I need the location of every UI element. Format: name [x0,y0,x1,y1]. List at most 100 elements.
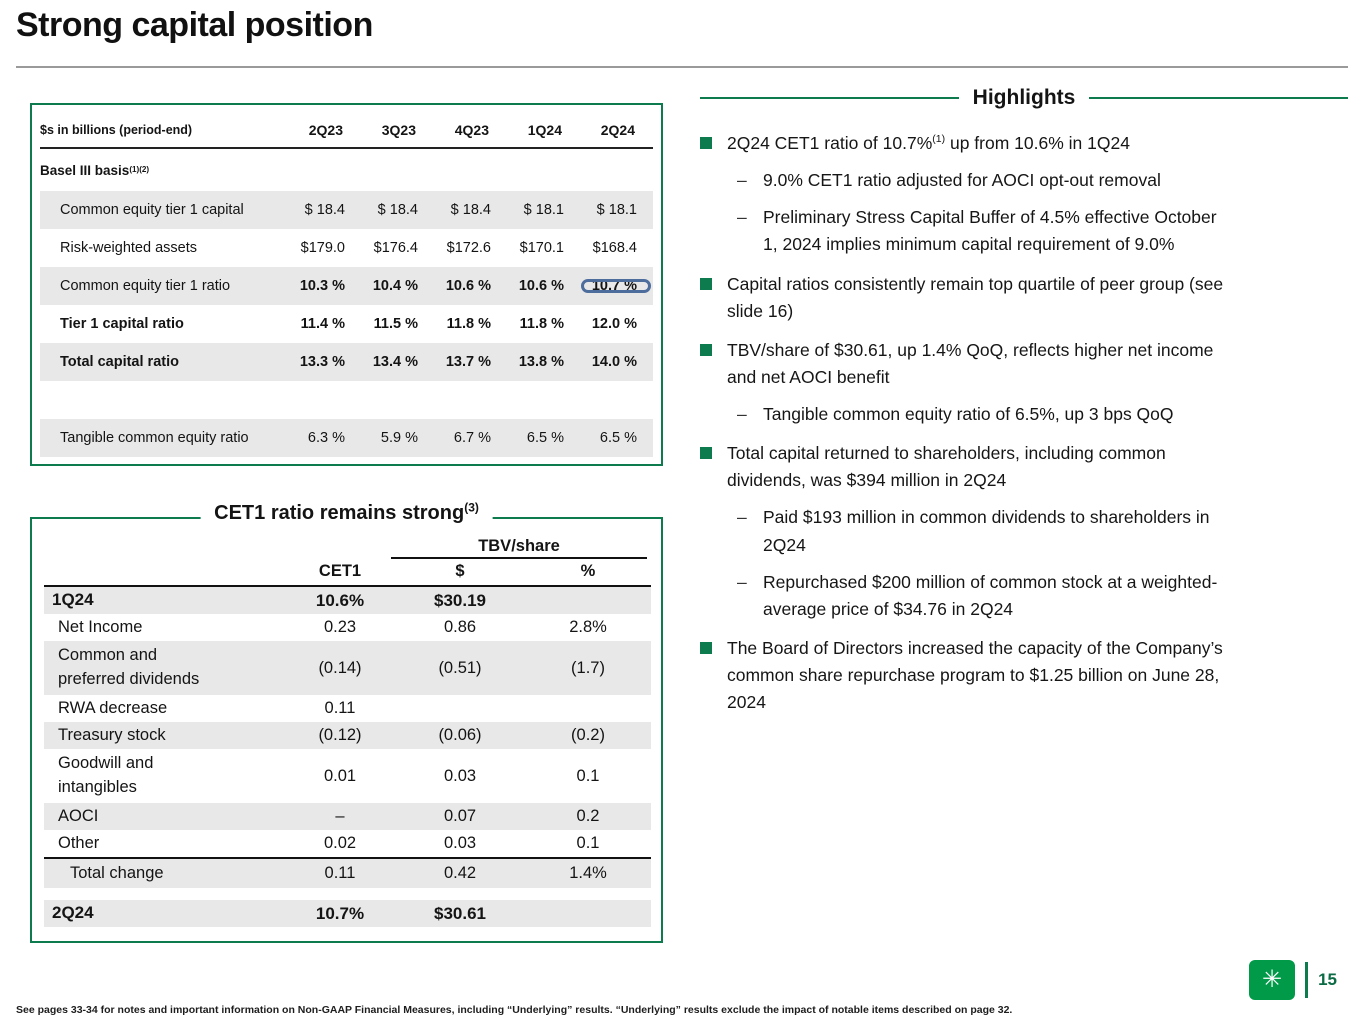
cell-value: 12.0 % [591,316,637,332]
highlights-section: Highlights 2Q24 CET1 ratio of 10.7%(1) u… [700,86,1348,716]
cell-value: 5.9 % [380,430,418,446]
cell-value: 2.8% [569,618,607,636]
cell-value: $170.1 [519,240,564,256]
cell-value: 0.11 [324,699,356,717]
table-row: Tangible common equity ratio 6.3 % 5.9 %… [40,419,653,457]
cell-value: 0.07 [443,807,477,825]
bullet-text: Total capital returned to shareholders, … [727,443,1166,491]
row-label: AOCI [58,806,99,825]
basel-label: Basel III basis [40,162,130,178]
table-row: RWA decrease 0.11 [44,695,651,722]
cell-value: 0.2 [576,807,600,825]
cell-value: (0.51) [438,658,482,677]
cell-value: $ 18.4 [304,202,345,218]
cell-value: 10.6 % [445,278,491,294]
bullet-text: The Board of Directors increased the cap… [727,637,1223,713]
cell-value: 6.7 % [453,430,491,446]
footnote-text: See pages 33-34 for notes and important … [16,1004,1013,1016]
table-row: Common equity tier 1 ratio 10.3 % 10.4 %… [40,267,653,305]
bullet-square-icon [700,447,712,460]
row-label: Other [58,833,100,852]
bullet-square-icon [700,277,712,290]
table-title: CET1 ratio remains strong(3) [200,501,493,525]
tbv-share-group-header: TBV/share [391,530,647,559]
cell-value: $176.4 [373,240,418,256]
cell-value: $ 18.1 [523,202,564,218]
bullet-square-icon [700,343,712,356]
cell-value: $30.61 [434,903,486,923]
bullet-square-icon [700,641,712,654]
row-label: Net Income [58,617,143,636]
dash-marker: – [737,404,747,424]
highlights-header: Highlights [700,86,1348,110]
cell-value: 10.6% [315,590,365,610]
cell-value: 10.3 % [299,278,345,294]
list-item: – Preliminary Stress Capital Buffer of 4… [700,204,1348,258]
table-row: Common equity tier 1 capital $ 18.4 $ 18… [40,191,653,229]
table-row-total: Total change 0.11 0.42 1.4% [44,857,651,888]
cell-value: $168.4 [592,240,637,256]
table-header-row: CET1 $ % [44,557,651,587]
cell-value: $30.19 [434,590,486,610]
bullet-text: Preliminary Stress Capital Buffer of 4.5… [763,207,1217,255]
cell-value: 13.8 % [518,354,564,370]
cell-value: (0.14) [318,658,362,677]
section-label: Basel III basis (1)(2) [40,162,150,178]
bullet-text: 9.0% CET1 ratio adjusted for AOCI opt-ou… [763,170,1161,191]
table-row: AOCI – 0.07 0.2 [44,803,651,830]
table-row: Risk-weighted assets $179.0 $176.4 $172.… [40,229,653,267]
row-label: 2Q24 [52,903,94,923]
cell-value: 6.5 % [599,430,637,446]
list-item: – Paid $193 million in common dividends … [700,504,1348,558]
list-item: The Board of Directors increased the cap… [700,635,1348,716]
row-label: Common equity tier 1 capital [60,202,244,218]
footer-divider [1305,962,1309,998]
table-row: Tier 1 capital ratio 11.4 % 11.5 % 11.8 … [40,305,653,343]
cell-value: 10.7% [315,903,365,923]
cet1-walk-table: CET1 ratio remains strong(3) TBV/share C… [30,501,663,943]
cell-value: 11.8 % [446,316,491,332]
table-row: Goodwill and intangibles 0.01 0.03 0.1 [44,749,651,803]
cell-value: 14.0 % [591,354,637,370]
cell-value: (0.2) [571,726,605,744]
row-label: Tier 1 capital ratio [60,316,184,332]
row-label: Treasury stock [58,725,166,744]
bullet-text: TBV/share of $30.61, up 1.4% QoQ, reflec… [727,339,1214,387]
list-item: Capital ratios consistently remain top q… [700,271,1348,325]
cell-value: 6.3 % [307,430,345,446]
page-number: 15 [1318,970,1337,989]
cell-value: 11.4 % [300,316,345,332]
cell-value: 0.03 [443,766,477,785]
table-row: Common and preferred dividends (0.14) (0… [44,641,651,695]
table-header-row: $s in billions (period-end) 2Q23 3Q23 4Q… [40,113,653,149]
bullet-text: Tangible common equity ratio of 6.5%, up… [763,404,1174,424]
header-rule-right [1089,97,1348,99]
cell-value: (0.12) [318,726,362,744]
table-row: Other 0.02 0.03 0.1 [44,830,651,857]
table-row: Net Income 0.23 0.86 2.8% [44,614,651,641]
row-label: Goodwill and intangibles [58,754,154,796]
dash-marker: – [737,571,747,592]
cell-value: 1.4% [569,864,607,882]
highlighted-cell: 10.7 % [576,278,651,294]
column-header: 1Q24 [527,122,562,138]
cell-value: 11.5 % [373,316,418,332]
dash-marker: – [737,170,747,191]
row-label: 1Q24 [52,590,94,610]
list-item: – Tangible common equity ratio of 6.5%, … [700,401,1348,428]
cell-value: $ 18.4 [377,202,418,218]
column-header: % [580,561,596,580]
cell-value: 0.86 [443,618,477,636]
cell-value: 6.5 % [526,430,564,446]
bullet-text: Paid $193 million in common dividends to… [763,507,1210,555]
cell-value: – [335,807,345,825]
cell-value: 0.11 [324,864,356,882]
list-item: Total capital returned to shareholders, … [700,440,1348,494]
table-row: 2Q24 10.7% $30.61 [44,900,651,927]
highlights-title: Highlights [972,86,1076,109]
cell-value: $179.0 [300,240,345,256]
bullet-square-icon [700,137,712,149]
list-item: TBV/share of $30.61, up 1.4% QoQ, reflec… [700,337,1348,391]
column-header: 2Q24 [600,122,635,138]
cell-value: $ 18.1 [596,202,637,218]
